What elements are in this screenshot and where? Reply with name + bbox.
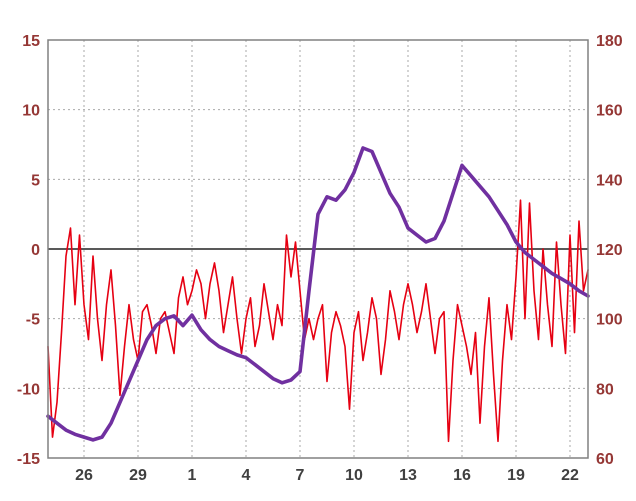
- right-axis-tick-label: 160: [596, 103, 623, 120]
- x-axis-tick-label: 13: [399, 467, 417, 484]
- left-axis-tick-label: -15: [17, 451, 40, 468]
- left-axis-tick-label: 5: [31, 172, 40, 189]
- x-axis-tick-label: 7: [296, 467, 305, 484]
- x-axis-tick-label: 26: [75, 467, 93, 484]
- left-axis-tick-label: 15: [22, 33, 40, 50]
- right-axis-tick-label: 120: [596, 242, 623, 259]
- x-axis-tick-label: 16: [453, 467, 471, 484]
- x-axis-tick-label: 1: [188, 467, 197, 484]
- left-axis-tick-label: 10: [22, 103, 40, 120]
- x-axis-tick-label: 4: [242, 467, 251, 484]
- left-axis-tick-label: -5: [26, 312, 40, 329]
- left-axis-tick-label: 0: [31, 242, 40, 259]
- x-axis-tick-label: 22: [561, 467, 579, 484]
- right-axis-tick-label: 180: [596, 33, 623, 50]
- x-axis-tick-label: 29: [129, 467, 147, 484]
- right-axis-tick-label: 80: [596, 381, 614, 398]
- left-axis-tick-label: -10: [17, 381, 40, 398]
- x-axis-tick-label: 10: [345, 467, 363, 484]
- right-axis-tick-label: 100: [596, 312, 623, 329]
- x-axis-tick-label: 19: [507, 467, 525, 484]
- right-axis-tick-label: 60: [596, 451, 614, 468]
- right-axis-tick-label: 140: [596, 172, 623, 189]
